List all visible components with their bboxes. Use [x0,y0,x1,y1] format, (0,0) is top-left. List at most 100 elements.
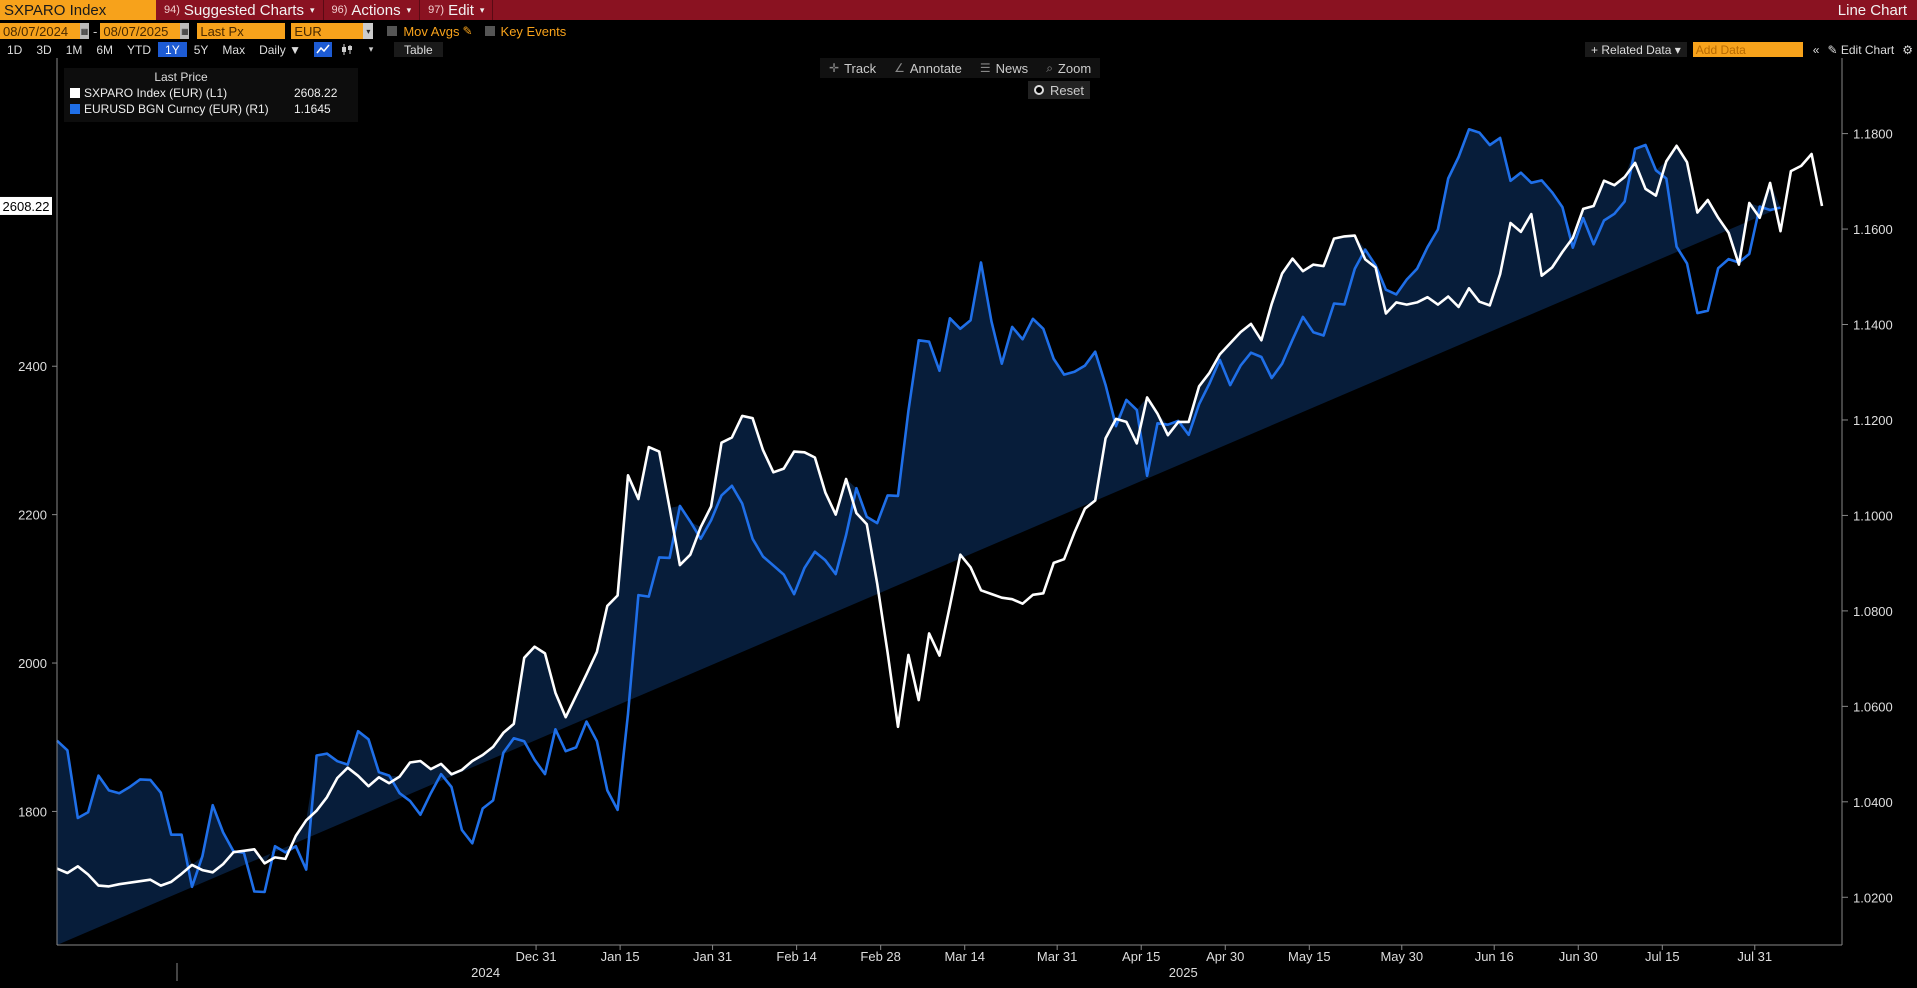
frequency-label: Daily [259,42,286,57]
year-label: 2024 [471,965,500,980]
actions-menu[interactable]: 96) Actions ▾ [324,0,421,20]
period-1m[interactable]: 1M [65,42,83,57]
zoom-button[interactable]: ⌕ Zoom [1037,61,1100,76]
menu-label: Edit [448,1,474,19]
chart-area-fill [57,129,1781,946]
right-tick-label: 1.0200 [1853,890,1893,905]
left-tick-label: 2400 [18,359,47,374]
x-tick-label: Mar 14 [944,949,984,964]
line-layer [56,128,1824,894]
x-tick-label: Jun 30 [1559,949,1598,964]
magnifier-icon: ⌕ [1046,60,1053,75]
legend-name: EURUSD BGN Curncy (EUR) (R1) [84,102,269,116]
period-5y[interactable]: 5Y [193,42,209,57]
annotate-label: Annotate [909,60,962,76]
chevron-down-icon: ▾ [309,4,315,15]
period-max[interactable]: Max [222,42,246,57]
chart-toolbar: ✛ Track ∠ Annotate ☰ News ⌕ Zoom [820,58,1101,78]
chart[interactable]: 1800 2000 2200 2400 2608.22 1.0200 1.0400 1.060… [0,58,1917,988]
period-1d[interactable]: 1D [7,42,23,57]
legend-value: 2608.22 [294,86,338,100]
news-icon: ☰ [979,61,991,75]
left-last-value-label: 2608.22 [3,199,50,214]
radio-icon [1034,85,1044,95]
mov-avgs-checkbox[interactable] [387,26,398,36]
key-events-checkbox[interactable] [484,26,495,36]
annotate-button[interactable]: ∠ Annotate [885,61,971,76]
x-tick-label: Jun 16 [1475,949,1514,964]
left-tick-label: 2000 [18,656,47,671]
edit-chart-button[interactable]: ✎ Edit Chart [1827,42,1895,57]
right-tick-label: 1.1000 [1853,508,1893,523]
right-tick-label: 1.0400 [1853,795,1893,810]
right-tick-label: 1.1400 [1853,318,1893,333]
news-button[interactable]: ☰ News [971,61,1037,76]
x-tick-label: Jan 15 [601,949,640,964]
calendar-icon[interactable]: ▦ [80,23,89,39]
x-tick-label: Jul 15 [1645,949,1680,964]
legend-item-sxparo[interactable]: SXPARO Index (EUR) (L1) 2608.22 [70,86,352,100]
legend-swatch [70,88,80,98]
title-bar: SXPARO Index 94) Suggested Charts ▾ 96) … [0,0,1917,20]
track-button[interactable]: ✛ Track [820,61,885,76]
related-data-button[interactable]: + Related Data ▾ [1585,42,1687,57]
zoom-label: Zoom [1057,60,1092,76]
news-label: News [995,60,1029,76]
reset-button[interactable]: Reset [1028,81,1090,99]
series-line-eurusd [56,128,1781,894]
series-line-sxparo [56,144,1824,888]
related-data-label: Related Data [1601,42,1672,57]
right-tick-label: 1.0600 [1853,699,1893,714]
gear-icon[interactable]: ⚙ [1902,42,1913,57]
period-6m[interactable]: 6M [96,42,114,57]
edit-menu[interactable]: 97) Edit ▾ [420,0,494,20]
mov-avgs-label: Mov Avgs [403,23,460,39]
frequency-select[interactable]: Daily ▼ [259,42,301,57]
right-tick-label: 1.0800 [1853,604,1893,619]
collapse-icon[interactable]: « [1812,42,1820,57]
date-separator: - [93,23,98,39]
pencil-icon[interactable]: ✎ [462,24,473,38]
period-bar: 1D 3D 1M 6M YTD 1Y 5Y Max Daily ▼ ▾ Tabl… [0,41,1917,58]
line-chart-icon[interactable] [313,42,332,57]
x-tick-label: Jul 31 [1737,949,1772,964]
x-tick-label: Apr 30 [1206,949,1244,964]
x-tick-label: May 15 [1288,949,1331,964]
legend-item-eurusd[interactable]: EURUSD BGN Curncy (EUR) (R1) 1.1645 [70,102,352,116]
x-tick-label: Apr 15 [1122,949,1160,964]
menu-label: Actions [351,1,401,19]
controls-bar: 08/07/2024 ▦ - 08/07/2025 ▦ Last Px EUR … [0,22,1917,40]
key-events-label: Key Events [500,23,567,39]
period-ytd[interactable]: YTD [127,42,152,57]
left-tick-label: 1800 [18,804,47,819]
candlestick-icon[interactable] [338,42,356,57]
left-tick-label: 2200 [18,508,47,523]
end-date-field[interactable]: 08/07/2025 [100,23,181,39]
right-tick-label: 1.1200 [1853,413,1893,428]
menu-number: 94) [164,4,180,16]
table-button[interactable]: Table [393,42,443,57]
chevron-down-icon: ▾ [406,4,412,15]
pencil-icon: ∠ [894,61,905,75]
x-tick-label: Jan 31 [693,949,732,964]
currency-select[interactable]: EUR [291,23,364,39]
left-last-value-badge [0,196,52,215]
field-select[interactable]: Last Px [197,23,286,39]
legend-swatch [70,104,80,114]
year-label: 2025 [1169,965,1198,980]
add-data-input[interactable]: Add Data [1692,42,1803,57]
chevron-down-icon[interactable]: ▾ [368,44,374,54]
right-tick-label: 1.1600 [1853,222,1893,237]
legend-name: SXPARO Index (EUR) (L1) [84,86,228,100]
period-3d[interactable]: 3D [36,42,52,57]
chevron-down-icon[interactable]: ▾ [363,23,374,39]
right-tick-label: 1.1800 [1853,127,1893,142]
calendar-icon[interactable]: ▦ [180,23,190,39]
start-date-field[interactable]: 08/07/2024 [0,23,80,39]
axis-layer: 1800 2000 2200 2400 2608.22 1.0200 1.0400 1.060… [0,58,1893,981]
reset-label: Reset [1050,82,1084,98]
ticker-field[interactable]: SXPARO Index [0,0,156,20]
suggested-charts-menu[interactable]: 94) Suggested Charts ▾ [156,0,324,20]
legend-title: Last Price [154,70,208,84]
period-1y[interactable]: 1Y [158,42,187,57]
